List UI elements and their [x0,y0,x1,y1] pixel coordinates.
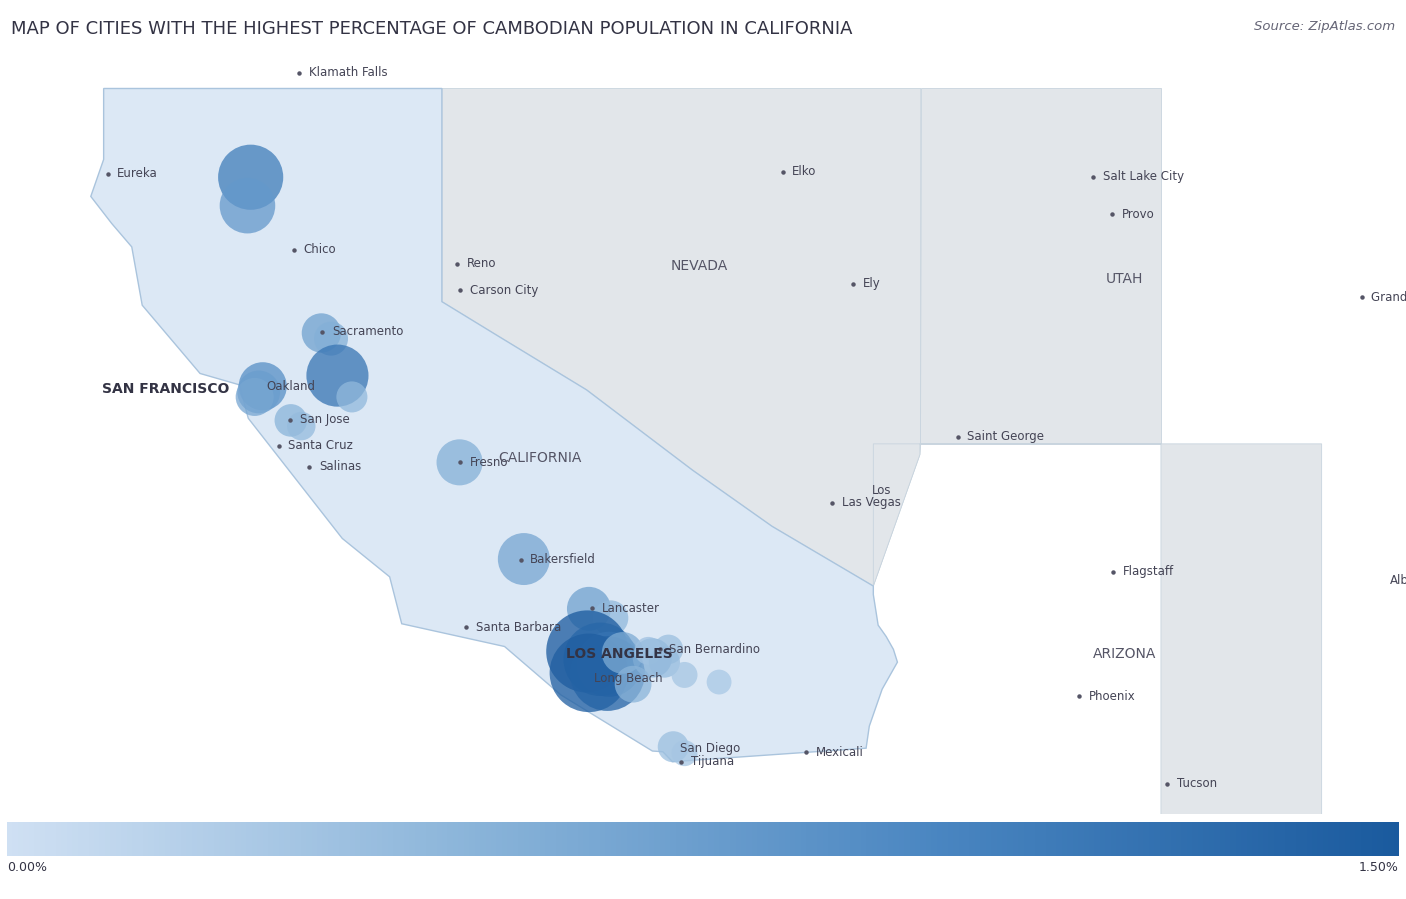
Polygon shape [441,88,921,586]
Text: San Jose: San Jose [299,414,350,426]
Point [576,645,599,659]
Point [599,611,621,626]
Polygon shape [873,444,1322,847]
Point [340,390,363,405]
Text: Los: Los [872,484,891,496]
Text: 1.50%: 1.50% [1360,861,1399,874]
Text: Ely: Ely [863,278,880,290]
Point [252,379,274,394]
Point [513,552,536,566]
Text: ARIZONA: ARIZONA [1092,646,1157,661]
Text: Phoenix: Phoenix [1088,690,1136,703]
Text: Eureka: Eureka [117,167,157,180]
Text: Saint George: Saint George [967,431,1045,443]
Text: Sacramento: Sacramento [332,325,404,338]
Text: Chico: Chico [304,244,336,256]
Point [326,369,349,383]
Text: San Diego: San Diego [679,742,740,754]
Text: Bakersfield: Bakersfield [530,553,596,566]
Text: Klamath Falls: Klamath Falls [308,67,387,79]
Text: Fresno: Fresno [470,456,509,469]
Text: SAN FRANCISCO: SAN FRANCISCO [101,382,229,396]
Point [578,665,600,680]
Point [662,740,685,754]
Point [290,419,312,433]
Text: Tucson: Tucson [1177,778,1218,790]
Point [449,455,471,469]
Text: Tijuana: Tijuana [690,755,734,768]
Polygon shape [920,88,1161,444]
Text: 0.00%: 0.00% [7,861,46,874]
Text: Long Beach: Long Beach [593,672,662,685]
Text: Salt Lake City: Salt Lake City [1104,170,1184,183]
Point [319,332,342,346]
Text: Lancaster: Lancaster [602,601,659,615]
Text: Source: ZipAtlas.com: Source: ZipAtlas.com [1254,20,1395,32]
Text: Oakland: Oakland [266,380,315,394]
Point [578,601,600,616]
Point [707,675,730,690]
Polygon shape [91,88,897,761]
Point [641,651,664,665]
Text: Santa Cruz: Santa Cruz [288,440,353,452]
Point [621,677,644,691]
Text: Flagstaff: Flagstaff [1122,565,1174,578]
Text: Santa Barbara: Santa Barbara [475,621,561,634]
Point [598,657,620,672]
Point [673,746,696,761]
Text: NEVADA: NEVADA [671,259,728,273]
Text: Elko: Elko [792,165,817,178]
Text: Carson City: Carson City [470,284,538,297]
Text: Mexicali: Mexicali [815,746,863,759]
Point [236,199,259,213]
Text: Grand Junction: Grand Junction [1371,291,1406,304]
Text: LOS ANGELES: LOS ANGELES [567,646,673,661]
Text: MAP OF CITIES WITH THE HIGHEST PERCENTAGE OF CAMBODIAN POPULATION IN CALIFORNIA: MAP OF CITIES WITH THE HIGHEST PERCENTAG… [11,20,853,38]
Text: CALIFORNIA: CALIFORNIA [498,451,582,465]
Point [637,644,659,658]
Point [247,385,270,399]
Point [673,668,696,682]
Text: Reno: Reno [467,257,496,271]
Text: San Bernardino: San Bernardino [669,643,761,656]
Point [657,642,679,656]
Point [243,390,266,405]
Text: Albuque: Albuque [1391,574,1406,587]
Point [280,414,302,428]
Point [654,655,676,670]
Text: UTAH: UTAH [1107,271,1143,286]
Point [596,666,619,681]
Text: Las Vegas: Las Vegas [842,496,901,510]
Text: Salinas: Salinas [319,460,361,473]
Point [239,170,262,184]
Point [589,652,612,666]
Point [311,325,333,340]
Point [612,645,634,660]
Text: Provo: Provo [1122,208,1154,220]
